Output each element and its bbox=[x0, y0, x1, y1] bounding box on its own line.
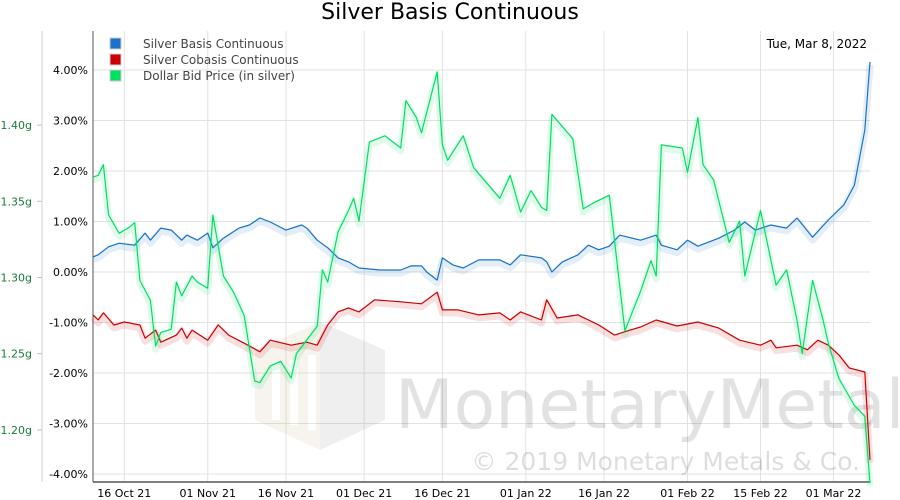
y-percent-tick-label: 0.00% bbox=[53, 266, 88, 279]
watermark: MonetaryMetals © 2019 Monetary Metals & … bbox=[255, 322, 900, 476]
x-tick-label: 16 Nov 21 bbox=[258, 487, 314, 500]
y-grams-tick-label: 1.20g bbox=[1, 424, 32, 437]
x-tick-label: 01 Mar 22 bbox=[806, 487, 862, 500]
x-tick-label: 01 Feb 22 bbox=[660, 487, 714, 500]
date-label: Tue, Mar 8, 2022 bbox=[766, 37, 867, 51]
legend: Silver Basis Continuous Silver Cobasis Co… bbox=[109, 37, 299, 83]
x-tick-label: 01 Jan 22 bbox=[500, 487, 552, 500]
series-line-0 bbox=[92, 61, 871, 281]
legend-swatch bbox=[109, 69, 122, 82]
legend-swatch bbox=[109, 53, 122, 66]
series-shadow bbox=[90, 291, 874, 464]
legend-label: Silver Basis Continuous bbox=[143, 37, 284, 51]
y-percent-tick-label: 4.00% bbox=[53, 64, 88, 77]
y-percent-tick-label: -4.00% bbox=[49, 468, 88, 481]
y-percent-tick-label: -2.00% bbox=[49, 367, 88, 380]
x-tick-label: 01 Nov 21 bbox=[179, 487, 235, 500]
y-percent-tick-label: 1.00% bbox=[53, 216, 88, 229]
watermark-copyright: © 2019 Monetary Metals & Co. bbox=[472, 447, 860, 476]
series-line-1 bbox=[92, 291, 871, 460]
y-grams-tick-label: 1.35g bbox=[1, 195, 32, 208]
y-percent-tick-label: 3.00% bbox=[53, 115, 88, 128]
y-percent-tick-label: -3.00% bbox=[49, 418, 88, 431]
legend-swatch bbox=[109, 37, 122, 50]
x-tick-label: 16 Oct 21 bbox=[97, 487, 151, 500]
y-grams-tick-label: 1.25g bbox=[1, 348, 32, 361]
y-percent-tick-label: -1.00% bbox=[49, 317, 88, 330]
watermark-brand: MonetaryMetals bbox=[395, 366, 900, 445]
y-percent-tick-label: 2.00% bbox=[53, 165, 88, 178]
monetary-metals-logo bbox=[255, 322, 385, 450]
series-shadow bbox=[91, 64, 874, 287]
x-tick-label: 16 Dec 21 bbox=[414, 487, 470, 500]
legend-label: Silver Cobasis Continuous bbox=[143, 53, 299, 67]
series-shadow bbox=[92, 71, 874, 487]
chart-title: Silver Basis Continuous bbox=[321, 0, 579, 25]
x-tick-label: 15 Feb 22 bbox=[733, 487, 787, 500]
legend-label: Dollar Bid Price (in silver) bbox=[143, 69, 295, 83]
y-grams-tick-label: 1.30g bbox=[1, 272, 32, 285]
axes: 16 Oct 21 01 Nov 21 16 Nov 21 01 Dec 21 16 D… bbox=[1, 31, 870, 500]
grid bbox=[93, 31, 870, 482]
x-tick-label: 16 Jan 22 bbox=[578, 487, 630, 500]
series-line-2 bbox=[92, 71, 871, 484]
x-tick-label: 01 Dec 21 bbox=[336, 487, 392, 500]
y-grams-tick-label: 1.40g bbox=[1, 119, 32, 132]
series-lines bbox=[90, 61, 874, 487]
